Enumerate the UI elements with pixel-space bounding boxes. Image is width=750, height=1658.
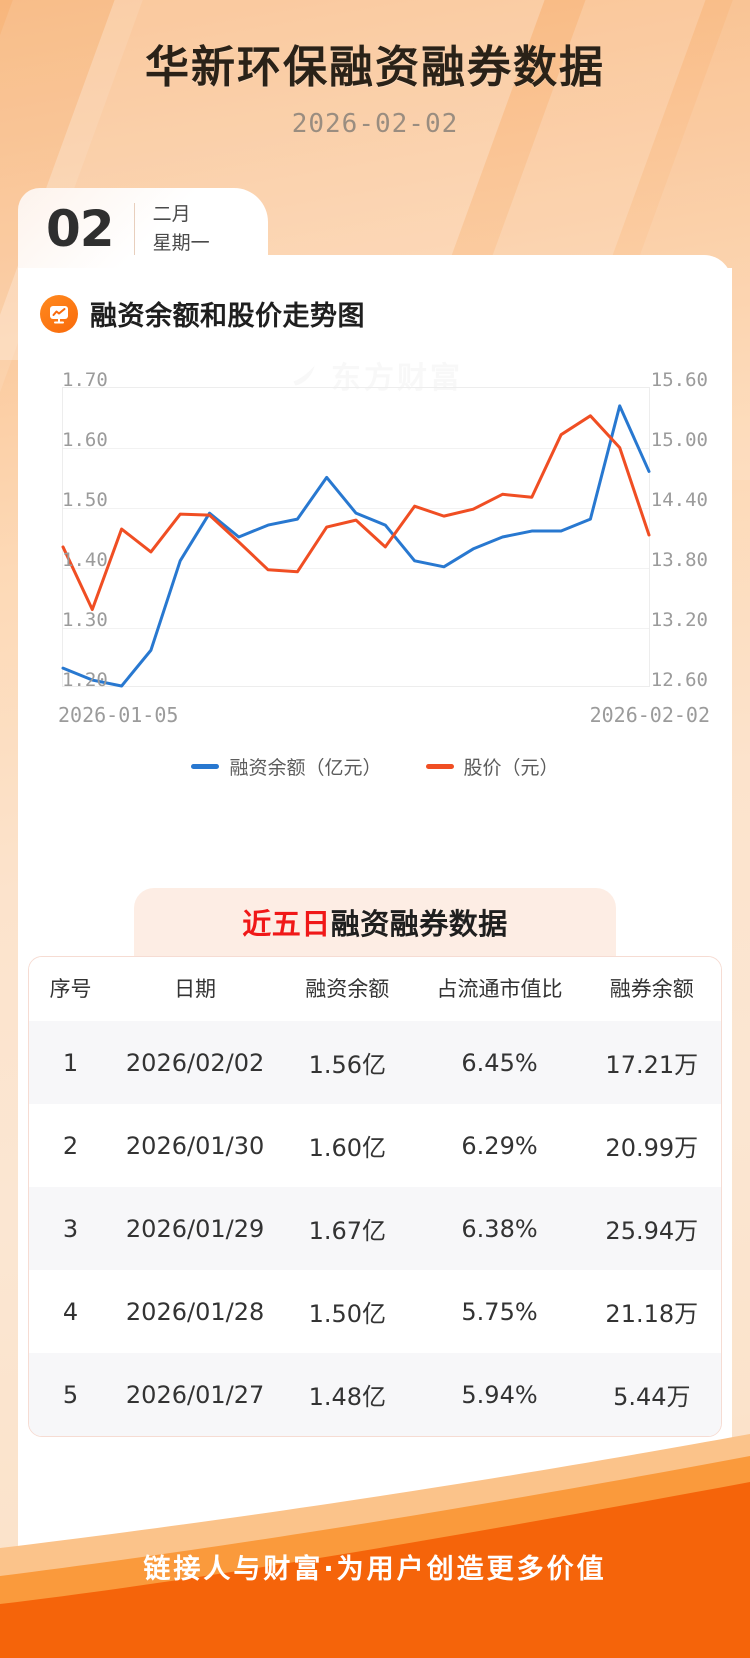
legend-label: 股价（元）	[463, 758, 559, 779]
table-title-rest: 融资融券数据	[330, 907, 508, 941]
table-title-highlight: 近五日	[242, 907, 331, 941]
cell-index: 1	[62, 1048, 79, 1077]
cell-pct: 6.45%	[461, 1048, 538, 1077]
yaxis-left-tick: 1.50	[62, 489, 108, 511]
yaxis-left-tick: 1.20	[62, 669, 108, 691]
chart-card: 融资余额和股价走势图 东方财富 1.70 1.60 1.50 1.40 1.30…	[18, 268, 732, 846]
cell-index: 5	[62, 1380, 79, 1409]
date-badge-meta: 二月 星期一	[135, 200, 210, 259]
cell-date: 2026/01/28	[125, 1297, 265, 1326]
cell-balance: 1.48亿	[308, 1383, 387, 1411]
page-header: 华新环保融资融券数据 2026-02-02	[0, 0, 750, 139]
date-badge-month: 二月	[152, 203, 191, 225]
table-row: 1 2026/02/02 1.56亿 6.45% 17.21万	[29, 1021, 721, 1104]
legend-item-financing-balance: 融资余额（亿元）	[191, 753, 382, 780]
footer-slogan: 链接人与财富·为用户创造更多价值	[143, 1554, 607, 1585]
table-title-pill: 近五日融资融券数据	[134, 888, 616, 956]
yaxis-left-tick: 1.30	[62, 609, 108, 631]
cell-security: 20.99万	[605, 1134, 699, 1162]
gridline	[63, 448, 649, 449]
page-footer: 链接人与财富·为用户创造更多价值	[0, 1398, 750, 1658]
yaxis-right-tick: 13.20	[650, 609, 708, 631]
cell-pct: 6.38%	[461, 1214, 538, 1243]
yaxis-right-tick: 12.60	[650, 669, 708, 691]
col-header-security: 融券余额	[582, 957, 721, 1021]
chart-lines	[63, 388, 649, 686]
cell-balance: 1.56亿	[308, 1051, 387, 1079]
yaxis-left-tick: 1.40	[62, 549, 108, 571]
cell-security: 17.21万	[605, 1051, 699, 1079]
table-header-row: 序号 日期 融资余额 占流通市值比 融券余额	[29, 957, 721, 1021]
date-badge-day: 02	[46, 200, 115, 258]
xaxis-start-label: 2026-01-05	[58, 703, 179, 727]
cell-index: 3	[62, 1214, 79, 1243]
cell-pct: 5.75%	[461, 1297, 538, 1326]
table-title: 近五日融资融券数据	[242, 901, 508, 943]
cell-security: 5.44万	[613, 1383, 691, 1411]
cell-date: 2026/02/02	[125, 1048, 265, 1077]
date-badge-divider	[133, 203, 135, 255]
yaxis-right-tick: 14.40	[650, 489, 708, 511]
cell-date: 2026/01/29	[125, 1214, 265, 1243]
cell-pct: 6.29%	[461, 1131, 538, 1160]
date-badge: 02 二月 星期一	[18, 188, 268, 270]
yaxis-left-tick: 1.60	[62, 429, 108, 451]
legend-swatch-orange	[425, 764, 454, 769]
cell-balance: 1.60亿	[308, 1134, 387, 1162]
chart-title: 融资余额和股价走势图	[90, 301, 365, 332]
col-header-pct: 占流通市值比	[416, 957, 583, 1021]
legend-label: 融资余额（亿元）	[229, 758, 382, 779]
cell-pct: 5.94%	[461, 1380, 538, 1409]
cell-balance: 1.67亿	[308, 1217, 387, 1245]
chart-area: 东方财富 1.70 1.60 1.50 1.40 1.30 1.20 15.60…	[40, 361, 710, 779]
table-row: 3 2026/01/29 1.67亿 6.38% 25.94万	[29, 1187, 721, 1270]
table: 序号 日期 融资余额 占流通市值比 融券余额 1 2026/02/02 1.56亿 6…	[29, 957, 721, 1436]
yaxis-left-tick: 1.70	[62, 369, 108, 391]
cell-security: 21.18万	[605, 1300, 699, 1328]
table-row: 2 2026/01/30 1.60亿 6.29% 20.99万	[29, 1104, 721, 1187]
table-row: 4 2026/01/28 1.50亿 5.75% 21.18万	[29, 1270, 721, 1353]
chart-plot	[62, 387, 650, 687]
cell-date: 2026/01/30	[125, 1131, 265, 1160]
gridline	[63, 508, 649, 509]
gridline	[63, 628, 649, 629]
table-row: 5 2026/01/27 1.48亿 5.94% 5.44万	[29, 1353, 721, 1436]
yaxis-right-tick: 15.60	[650, 369, 708, 391]
chart-header: 融资余额和股价走势图	[40, 294, 710, 333]
cell-index: 2	[62, 1131, 79, 1160]
col-header-date: 日期	[112, 957, 279, 1021]
xaxis-end-label: 2026-02-02	[589, 703, 710, 727]
col-header-index: 序号	[29, 957, 113, 1021]
stock-monitor-icon	[40, 294, 78, 333]
cell-security: 25.94万	[605, 1217, 699, 1245]
legend-item-stock-price: 股价（元）	[425, 753, 559, 780]
date-badge-weekday: 星期一	[152, 233, 210, 254]
chart-legend: 融资余额（亿元） 股价（元）	[40, 753, 710, 780]
cell-index: 4	[62, 1297, 79, 1326]
legend-swatch-blue	[191, 764, 220, 769]
page-title: 华新环保融资融券数据	[145, 42, 605, 93]
yaxis-right-tick: 13.80	[650, 549, 708, 571]
cell-date: 2026/01/27	[125, 1380, 265, 1409]
table-body: 1 2026/02/02 1.56亿 6.45% 17.21万 2 2026/01/30 1.…	[29, 1021, 721, 1436]
table-header: 序号 日期 融资余额 占流通市值比 融券余额	[29, 957, 721, 1021]
col-header-balance: 融资余额	[278, 957, 417, 1021]
cell-balance: 1.50亿	[308, 1300, 387, 1328]
page-subtitle-date: 2026-02-02	[291, 109, 459, 139]
yaxis-right-tick: 15.00	[650, 429, 708, 451]
gridline	[63, 568, 649, 569]
margin-trading-table: 东方财富 序号 日期 融资余额 占流通市值比 融券余额 1 2026/02/02 1…	[28, 956, 722, 1437]
